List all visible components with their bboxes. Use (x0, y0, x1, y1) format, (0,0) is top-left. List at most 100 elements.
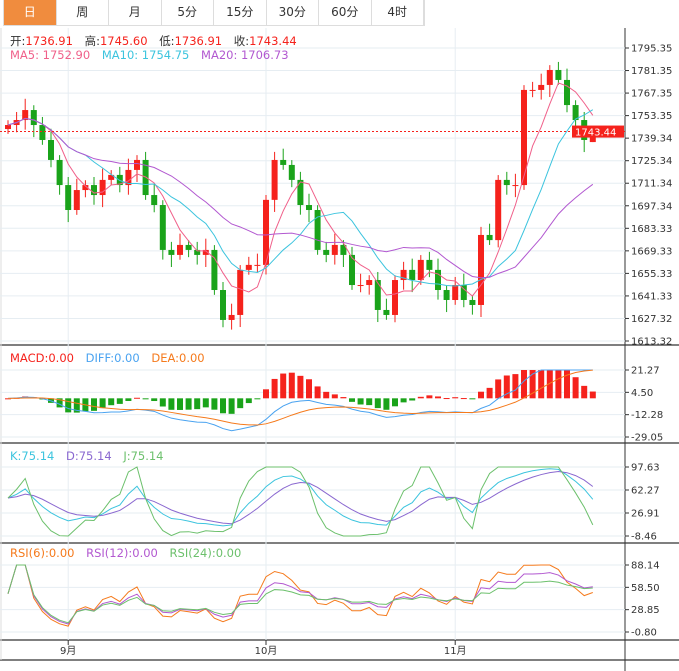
candle-body (443, 290, 450, 300)
open-value: 1736.91 (25, 34, 73, 48)
macd-bar (529, 370, 536, 399)
candle-body (73, 190, 80, 211)
low-label: 低: (159, 34, 175, 48)
macd-bar (443, 398, 450, 400)
high-value: 1745.60 (99, 34, 148, 48)
macd-bar (134, 397, 140, 399)
rsi-tick-label: 88.14 (631, 561, 660, 572)
tab-4[interactable]: 15分 (214, 0, 267, 25)
macd-bar (30, 397, 37, 399)
candle-body (478, 234, 484, 305)
macd-bar (349, 398, 355, 402)
macd-bar (521, 370, 527, 399)
tab-7[interactable]: 4时 (372, 0, 424, 25)
d-line (7, 471, 594, 525)
price-tick-label: 1753.35 (631, 111, 672, 122)
candle-body (589, 131, 596, 143)
kdj-tick-label: -8.46 (631, 532, 657, 543)
tab-1[interactable]: 周 (57, 0, 109, 25)
tab-6[interactable]: 60分 (319, 0, 372, 25)
price-tick-label: 1781.35 (631, 66, 672, 77)
month-label: 10月 (255, 645, 278, 657)
macd-bar (151, 398, 158, 402)
price-tick-label: 1739.34 (631, 134, 672, 145)
candle-body (125, 169, 132, 186)
ma5-line (7, 82, 594, 297)
macd-bar (220, 398, 226, 414)
candle-body (82, 185, 89, 191)
price-tick-label: 1711.34 (631, 179, 672, 190)
macd-bar (323, 391, 330, 399)
price-tick-label: 1613.32 (631, 337, 672, 348)
macd-bar (478, 391, 484, 399)
rsi12-value: RSI(12):0.00 (86, 546, 158, 560)
candle-body (503, 179, 510, 186)
low-value: 1736.91 (174, 34, 223, 48)
macd-bar (426, 395, 433, 399)
rsi-legend: RSI(6):0.00 RSI(12):0.00 RSI(24):0.00 (10, 546, 249, 560)
macd-tick-label: -29.05 (631, 433, 663, 444)
ohlc-legend: 开:1736.91 高:1745.60 低:1736.91 收:1743.44 (10, 33, 305, 49)
candle-body (211, 249, 218, 291)
candle-body (288, 164, 295, 180)
macd-bar (254, 398, 261, 400)
candle-body (331, 244, 338, 255)
macd-legend: MACD:0.00 DIFF:0.00 DEA:0.00 (10, 351, 213, 365)
candle-body (168, 249, 175, 255)
macd-bar (168, 398, 175, 410)
candle-body (151, 195, 158, 206)
macd-bar (288, 372, 295, 399)
macd-bar (65, 398, 72, 413)
candle-body (409, 269, 416, 281)
macd-bar (82, 398, 89, 412)
candle-body (39, 125, 46, 140)
candle-body (555, 69, 562, 80)
candle-body (297, 179, 304, 206)
candle-body (426, 259, 433, 270)
candle-body (254, 264, 261, 266)
kdj-tick-label: 62.27 (631, 486, 660, 497)
last-price-badge (572, 125, 624, 138)
candle-body (142, 159, 149, 196)
k-line (7, 468, 594, 527)
macd-bar (202, 398, 209, 408)
candle-body (13, 120, 20, 126)
macd-bar (392, 398, 398, 407)
candle-body (48, 139, 54, 160)
rsi6-value: RSI(6):0.00 (10, 546, 75, 560)
macd-bar (555, 370, 562, 399)
macd-bar (211, 398, 218, 410)
macd-bar (314, 386, 321, 399)
candle-body (495, 179, 502, 241)
macd-bar (177, 398, 183, 410)
price-tick-label: 1683.33 (631, 224, 672, 235)
close-value: 1743.44 (249, 34, 297, 48)
candle-body (228, 314, 235, 320)
tab-5[interactable]: 30分 (267, 0, 319, 25)
candle-body (116, 174, 123, 186)
tab-0[interactable]: 日 (4, 0, 57, 25)
macd-bar (142, 398, 149, 400)
macd-bar (460, 398, 467, 400)
macd-bar (435, 396, 441, 399)
macd-bar (503, 375, 510, 399)
macd-bar (245, 398, 252, 404)
tab-2[interactable]: 月 (109, 0, 162, 25)
tab-3[interactable]: 5分 (162, 0, 214, 25)
rsi-tick-label: 58.50 (631, 583, 660, 594)
macd-bar (73, 398, 80, 413)
month-label: 11月 (444, 645, 467, 657)
candle-body (65, 185, 72, 211)
candle-body (159, 205, 166, 250)
macd-bar (280, 373, 287, 399)
macd-bar (39, 398, 46, 400)
candle-body (340, 244, 347, 255)
candle-body (349, 254, 355, 286)
macd-bar (331, 394, 338, 399)
macd-bar (572, 377, 579, 399)
candle-body (400, 269, 407, 281)
macd-bar (512, 374, 519, 399)
candle-body (314, 210, 321, 250)
price-tick-label: 1767.35 (631, 89, 672, 100)
